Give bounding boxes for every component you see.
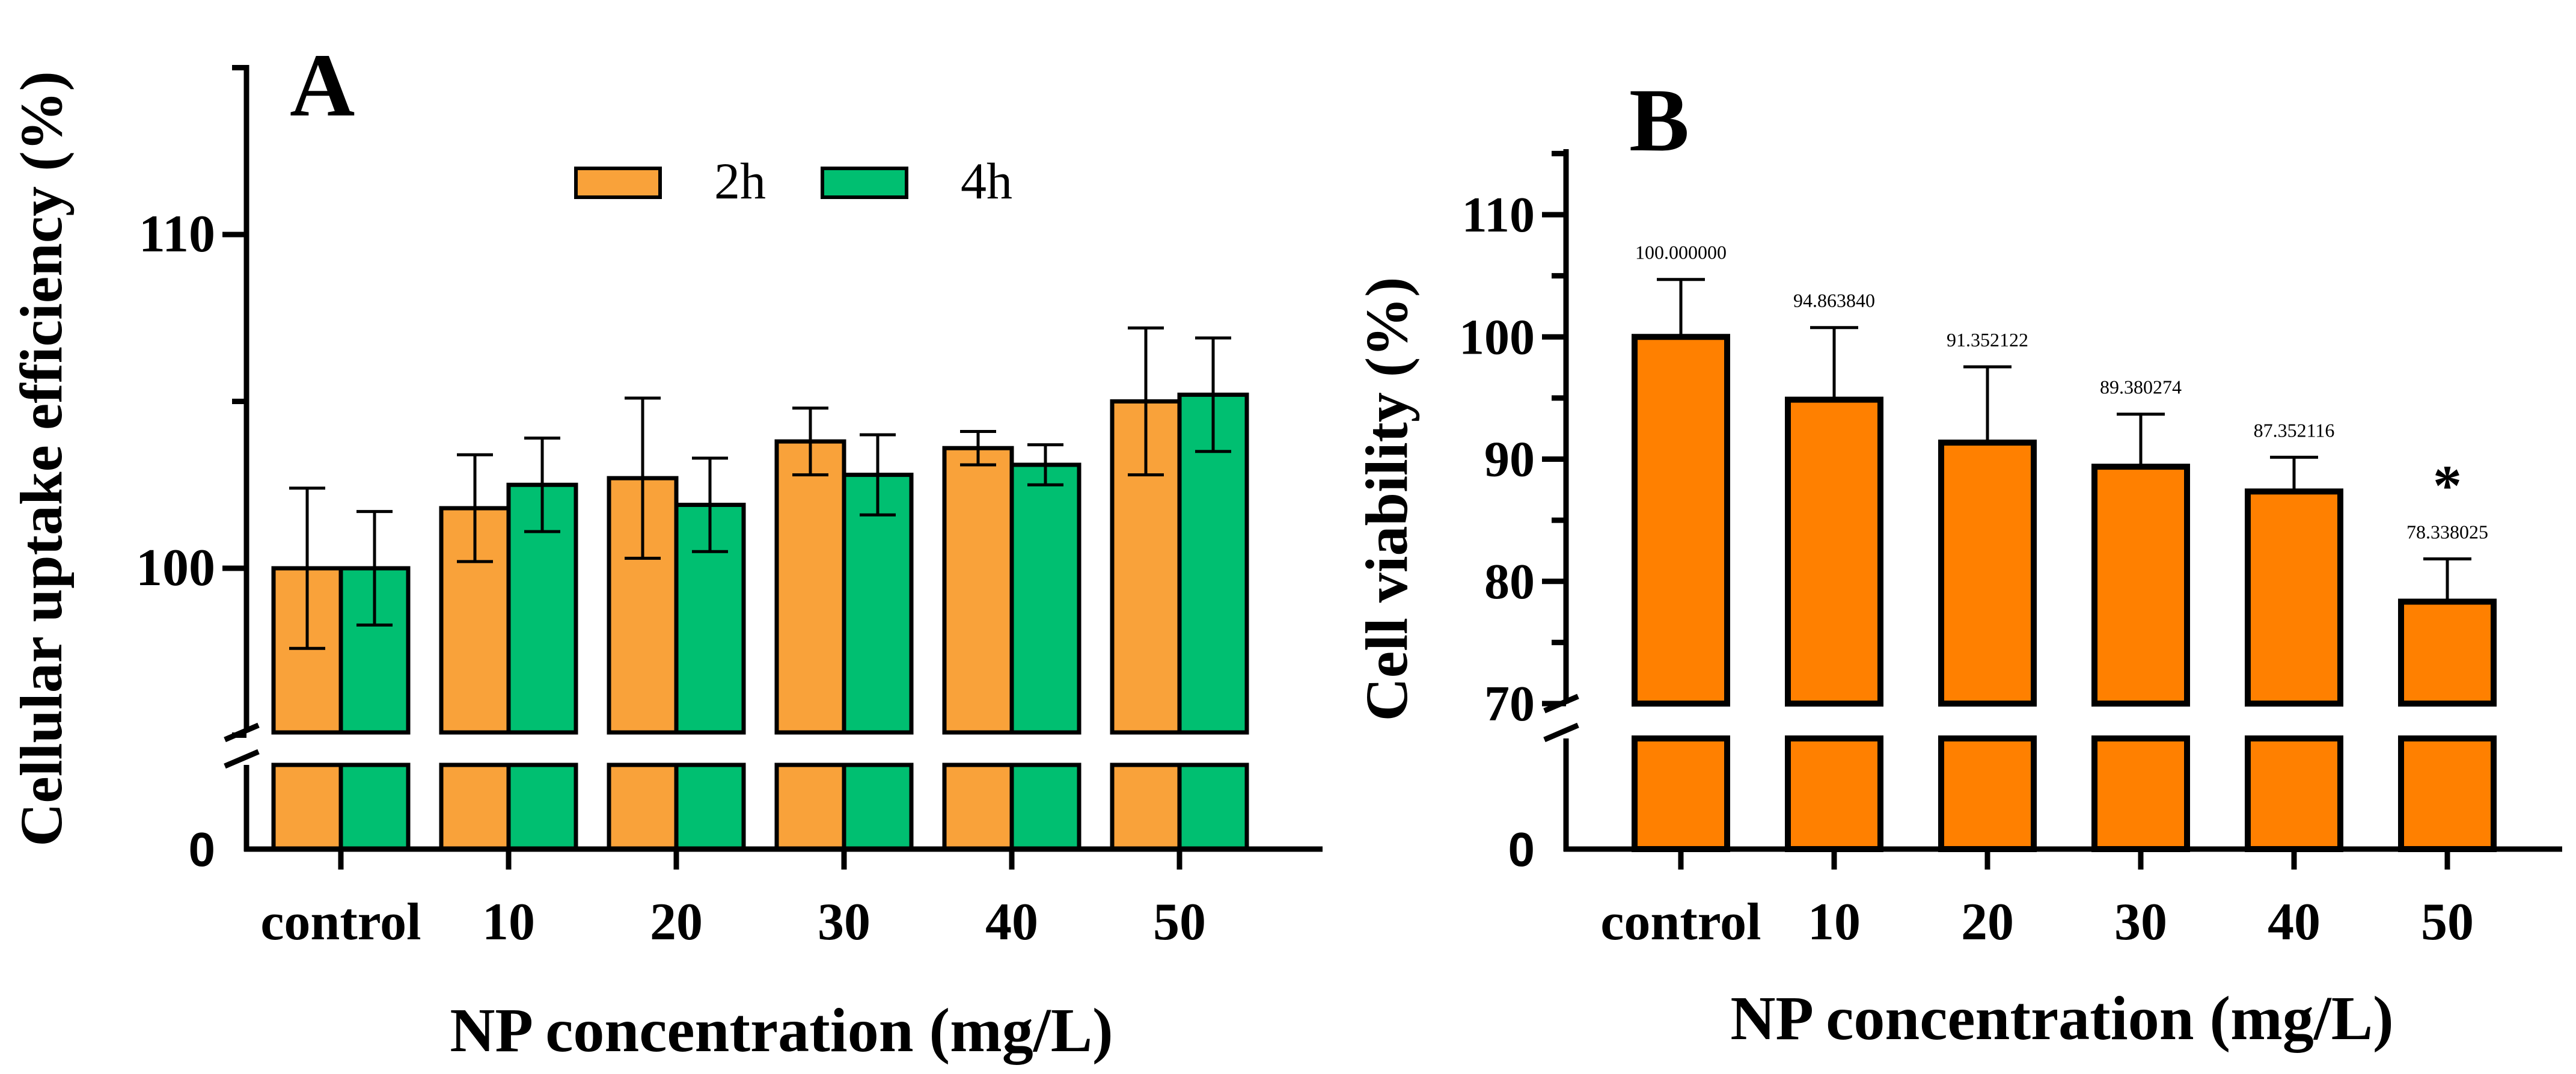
x-tick-label: control [260, 893, 421, 951]
data-label: 89.380274 [2100, 376, 2182, 398]
panel-a: 100 110 0 control 10 20 30 40 50 NP concentration… [8, 35, 1347, 1065]
bar-lower-2h-10 [439, 763, 511, 852]
panel-label: A [290, 35, 355, 135]
data-label: 94.863840 [1793, 290, 1875, 311]
bar-lower-30 [2091, 735, 2190, 852]
axis-break-band [1551, 707, 2562, 729]
legend-label: 2h [714, 152, 766, 210]
x-tick-label: 10 [1808, 893, 1861, 951]
y-tick-label-zero: 0 [189, 823, 216, 876]
y-axis-title: Cell viability (%) [1353, 277, 1420, 722]
bar-lower-2h-50 [1110, 763, 1182, 852]
bar-control [1632, 334, 1730, 707]
y-tick-label: 100 [136, 539, 215, 597]
bar-lower-40 [2245, 735, 2343, 852]
bar-lower-20 [1938, 735, 2037, 852]
bar-20 [1938, 440, 2037, 707]
bar-lower-4h-20 [674, 763, 746, 852]
y-tick-label: 110 [139, 205, 215, 263]
y-axis-title: Cellular uptake efficiency (%) [8, 71, 75, 847]
bar-2h-40 [942, 446, 1014, 735]
bar-lower-2h-20 [607, 763, 679, 852]
x-tick-label: 20 [650, 893, 703, 951]
bar-lower-4h-10 [506, 763, 578, 852]
bar-2h-30 [774, 439, 846, 735]
legend-label: 4h [961, 152, 1012, 210]
bar-lower-2h-40 [942, 763, 1014, 852]
legend-swatch-2h [574, 167, 662, 199]
bar-4h-40 [1009, 462, 1081, 735]
bar-lower-2h-30 [774, 763, 846, 852]
y-tick-label: 80 [1484, 554, 1535, 610]
axis-break-mark [224, 749, 260, 769]
x-tick-label: 50 [2421, 893, 2474, 951]
y-tick-label: 90 [1484, 432, 1535, 488]
x-tick-label: 30 [2114, 893, 2167, 951]
data-label: 78.338025 [2406, 521, 2488, 542]
data-label: 100.000000 [1635, 242, 1727, 263]
y-tick-label: 110 [1462, 187, 1535, 243]
bar-lower-control [1632, 735, 1730, 852]
x-tick-label: 30 [818, 893, 870, 951]
axis-break-band [228, 735, 1347, 756]
bar-lower-4h-control [338, 763, 411, 852]
x-tick-label: 10 [482, 893, 535, 951]
x-tick-label: 50 [1153, 893, 1206, 951]
y-tick-label: 70 [1484, 676, 1535, 732]
bar-lower-4h-50 [1177, 763, 1249, 852]
bar-lower-2h-control [271, 763, 343, 852]
data-label: 87.352116 [2254, 419, 2335, 441]
bar-40 [2245, 488, 2343, 707]
bar-lower-50 [2398, 735, 2497, 852]
x-tick-label: 20 [1961, 893, 2014, 951]
bar-30 [2091, 464, 2190, 707]
bar-lower-4h-40 [1009, 763, 1081, 852]
x-tick-label: 40 [985, 893, 1038, 951]
bar-10 [1785, 396, 1883, 707]
bar-lower-10 [1785, 735, 1883, 852]
significance-marker: * [2433, 453, 2462, 518]
bar-50 [2398, 598, 2497, 707]
x-tick-label: control [1600, 893, 1761, 951]
x-tick-label: 40 [2268, 893, 2321, 951]
y-tick-label-zero: 0 [1508, 823, 1535, 876]
bar-4h-50 [1177, 392, 1249, 735]
axis-break-mark [1543, 722, 1579, 743]
bar-4h-30 [842, 473, 914, 735]
x-axis-title: NP concentration (mg/L) [1730, 984, 2393, 1053]
bar-lower-4h-30 [842, 763, 914, 852]
y-tick-label: 100 [1459, 309, 1535, 365]
data-label: 91.352122 [1947, 329, 2028, 351]
panel-label: B [1629, 70, 1689, 170]
x-axis-title: NP concentration (mg/L) [450, 996, 1113, 1065]
panel-b: 100.000000 94.863840 91.352122 89.380274 87.… [1353, 70, 2562, 1053]
legend-swatch-4h [821, 167, 908, 199]
